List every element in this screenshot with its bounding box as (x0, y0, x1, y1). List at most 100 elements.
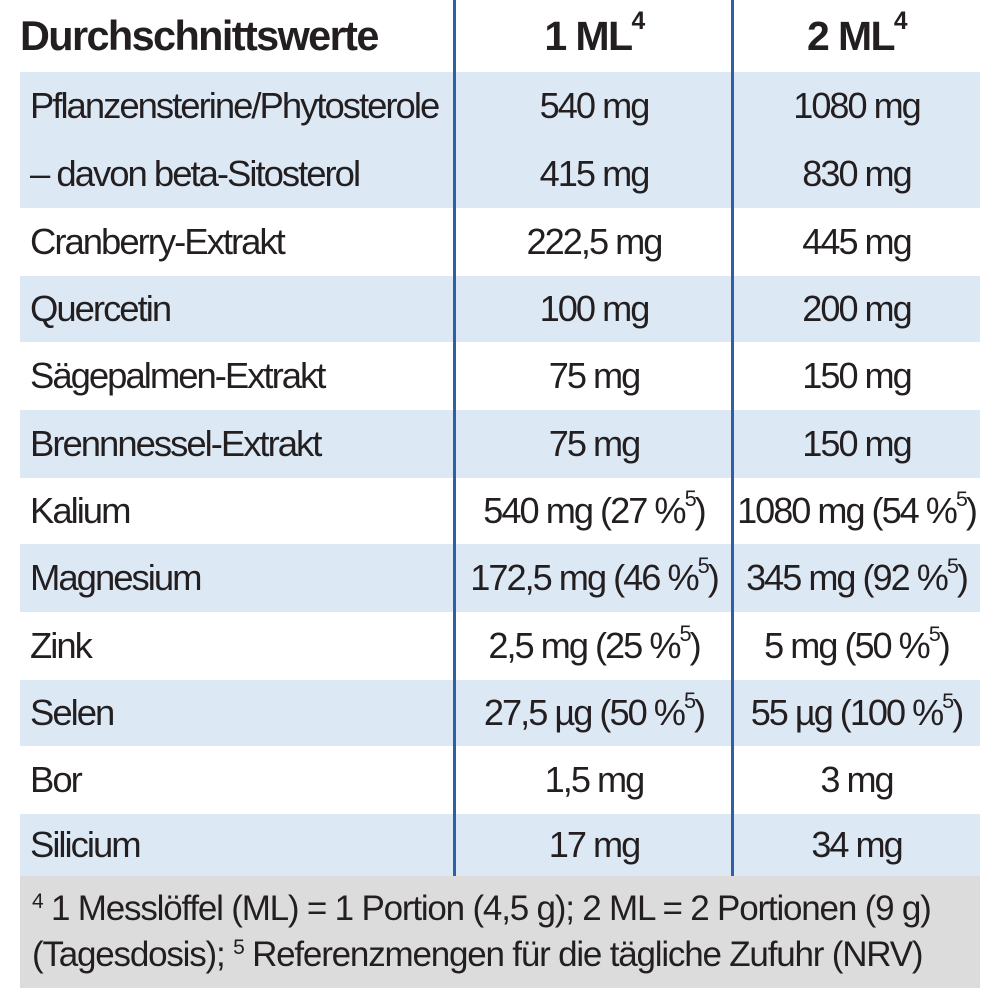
nutrient-label: Bor (30, 759, 83, 800)
value-1-ml: 172,5 mg (46 % 5) (470, 553, 720, 598)
value-1-ml: 1,5 mg (455, 746, 733, 814)
table-row: Zink 2,5 mg (25 % 5) 5 mg (50 % 5) (20, 612, 980, 680)
value-1-ml-close: ) (694, 692, 706, 733)
value-2-ml-close: ) (965, 490, 978, 531)
nutrient-name: Silicium (20, 814, 455, 876)
value-1-ml-text: 415 mg (539, 153, 651, 194)
table-row: Brennnessel-Extrakt 75 mg 150 mg (20, 410, 980, 478)
nutrient-name: Zink (20, 612, 455, 680)
value-1-ml-text: 2,5 mg (25 % (488, 625, 681, 666)
value-2-ml-text: 55 µg (100 % (750, 692, 944, 733)
value-1-ml-text: 172,5 mg (46 % (470, 557, 699, 598)
value-1-ml: 100 mg (455, 276, 733, 342)
value-1-ml-close: ) (707, 557, 720, 598)
value-1-ml: 27,5 µg (50 % 5) (483, 688, 706, 733)
table-row: Bor 1,5 mg 3 mg (20, 746, 980, 814)
value-2-ml-text: 34 mg (811, 824, 903, 865)
nutrient-label: Magnesium (30, 557, 203, 598)
value-1-ml-text: 540 mg (539, 85, 651, 126)
nutrient-name: Pflanzensterine/Phytosterole (20, 72, 455, 140)
nutrient-name: Quercetin (20, 276, 455, 342)
value-1-ml: 415 mg (455, 140, 733, 208)
value-2-ml: 5 mg (50 % 5) (764, 621, 951, 666)
nutrient-name: Brennnessel-Extrakt (20, 410, 455, 478)
value-1-ml-text: 75 mg (548, 355, 642, 396)
table-row: Silicium 17 mg 34 mg (20, 814, 980, 876)
header-average-values: Durchschnittswerte (20, 0, 455, 72)
value-2-ml-text: 150 mg (802, 423, 912, 464)
value-2-ml: 1080 mg (54 % 5) (737, 486, 978, 531)
value-1-ml-text: 100 mg (539, 288, 651, 329)
header-2-ml-label: 2 ML (807, 12, 896, 59)
value-2-ml-text: 830 mg (802, 153, 912, 194)
value-2-ml-text: 1080 mg (54 % (737, 490, 958, 531)
value-1-ml-close: ) (689, 625, 702, 666)
value-2-ml: 150 mg (733, 410, 980, 478)
value-2-ml-text: 200 mg (802, 288, 912, 329)
value-1-ml: 222,5 mg (455, 208, 733, 276)
header-1-ml: 1 ML 4 (544, 8, 645, 59)
nutrient-label: Quercetin (30, 288, 172, 329)
table-row: Kalium 540 mg (27 % 5) 1080 mg (54 % 5) (20, 478, 980, 544)
value-2-ml-text: 150 mg (802, 355, 912, 396)
table-row: Magnesium 172,5 mg (46 % 5) 345 mg (92 % 5) (20, 544, 980, 612)
value-2-ml: 3 mg (733, 746, 980, 814)
value-2-ml-text: 3 mg (820, 759, 894, 800)
value-1-ml-text: 75 mg (548, 423, 642, 464)
value-2-ml-close: ) (952, 692, 964, 733)
table-row: Cranberry-Extrakt 222,5 mg 445 mg (20, 208, 980, 276)
value-1-ml: 540 mg (27 % 5) (483, 486, 707, 531)
nutrient-label: – davon beta-Sitosterol (30, 153, 361, 194)
value-1-ml-text: 540 mg (27 % (483, 490, 686, 531)
table-header: Durchschnittswerte 1 ML 4 2 ML 4 (20, 0, 980, 72)
footnote: 4 1 Messlöffel (ML) = 1 Portion (4,5 g);… (20, 876, 980, 988)
value-2-ml: 150 mg (733, 342, 980, 410)
table-row: Quercetin 100 mg 200 mg (20, 276, 980, 342)
value-1-ml: 17 mg (455, 814, 733, 876)
nutrient-name: Kalium (20, 478, 455, 544)
value-2-ml: 345 mg (92 % 5) (746, 553, 969, 598)
value-1-ml: 75 mg (455, 410, 733, 478)
value-1-ml-text: 1,5 mg (544, 759, 646, 800)
table-row: Selen 27,5 µg (50 % 5) 55 µg (100 % 5) (20, 680, 980, 746)
value-2-ml-text: 5 mg (50 % (764, 625, 931, 666)
value-2-ml: 445 mg (733, 208, 980, 276)
value-2-ml-text: 1080 mg (793, 85, 921, 126)
nutrient-name: – davon beta-Sitosterol (20, 140, 455, 208)
nutrient-label: Zink (30, 625, 93, 666)
nutrient-name: Cranberry-Extrakt (20, 208, 455, 276)
nutrient-label: Kalium (30, 490, 131, 531)
column-divider-right (731, 0, 734, 876)
nutrient-name: Selen (20, 680, 455, 746)
footnote-marker-5: 5 (233, 936, 245, 960)
nutrient-name: Magnesium (20, 544, 455, 612)
value-2-ml-close: ) (956, 557, 969, 598)
value-1-ml-text: 222,5 mg (526, 221, 664, 262)
header-2-ml: 2 ML 4 (807, 8, 908, 59)
value-2-ml: 1080 mg (733, 72, 980, 140)
value-1-ml: 540 mg (455, 72, 733, 140)
footnote-text-nrv: Referenzmengen für die tägliche Zufuhr (… (243, 935, 923, 974)
value-2-ml: 34 mg (733, 814, 980, 876)
header-1-ml-label: 1 ML (544, 12, 633, 59)
column-divider-left (453, 0, 456, 876)
value-1-ml: 2,5 mg (25 % 5) (488, 621, 702, 666)
value-1-ml-text: 27,5 µg (50 % (483, 692, 686, 733)
nutrient-name: Sägepalmen-Extrakt (20, 342, 455, 410)
nutrient-label: Pflanzensterine/Phytosterole (30, 85, 440, 126)
value-2-ml: 200 mg (733, 276, 980, 342)
nutrient-label: Brennnessel-Extrakt (30, 423, 322, 464)
nutrient-label: Cranberry-Extrakt (30, 221, 286, 262)
value-2-ml: 830 mg (733, 140, 980, 208)
value-1-ml-text: 17 mg (548, 824, 642, 865)
table-row: – davon beta-Sitosterol 415 mg 830 mg (20, 140, 980, 208)
header-label: Durchschnittswerte (20, 12, 379, 59)
nutrient-name: Bor (20, 746, 455, 814)
table-row: Sägepalmen-Extrakt 75 mg 150 mg (20, 342, 980, 410)
value-2-ml-close: ) (938, 625, 951, 666)
footnote-text-portion: 1 Messlöffel (ML) = 1 Portion (4,5 g); 2… (32, 889, 932, 974)
value-1-ml-close: ) (694, 490, 707, 531)
nutrient-label: Silicium (30, 824, 142, 865)
table-row: Pflanzensterine/Phytosterole 540 mg 1080 m… (20, 72, 980, 140)
nutrient-label: Selen (30, 692, 115, 733)
